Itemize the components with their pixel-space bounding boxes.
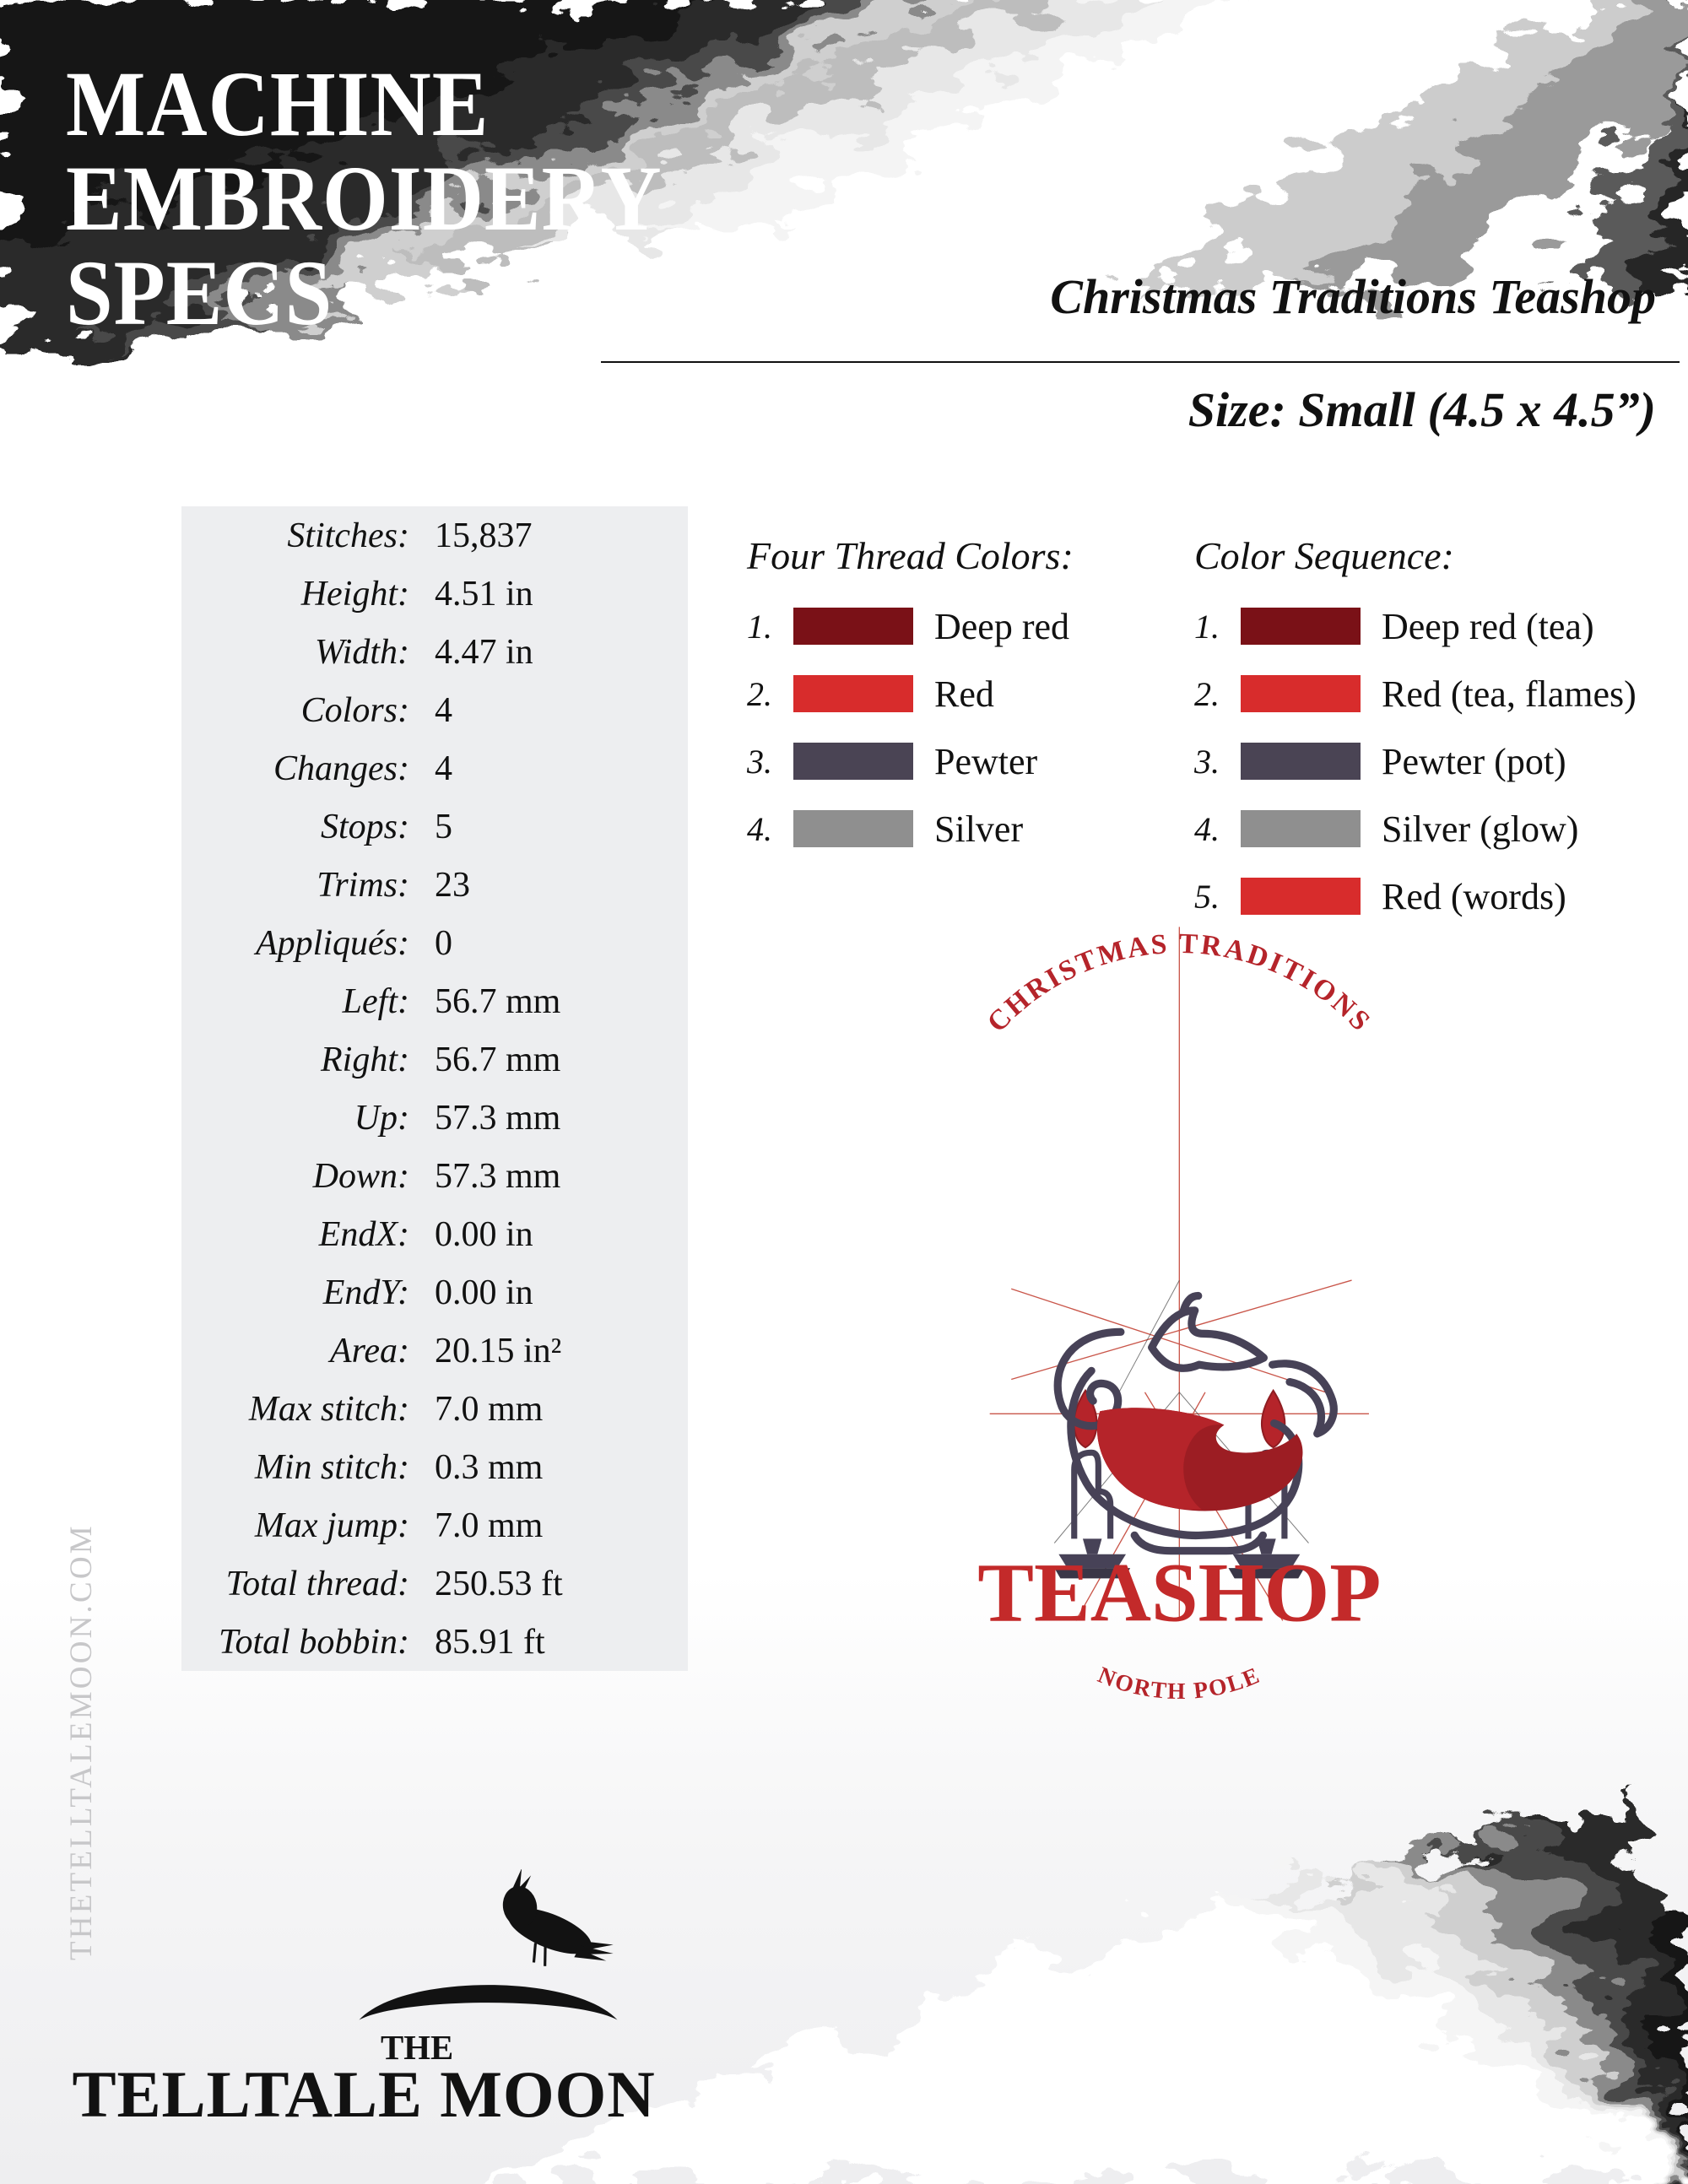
svg-text:TELLTALE MOON: TELLTALE MOON [73,2057,656,2131]
svg-text:TEASHOP: TEASHOP [977,1545,1381,1639]
svg-text:NORTH POLE: NORTH POLE [1094,1661,1263,1704]
